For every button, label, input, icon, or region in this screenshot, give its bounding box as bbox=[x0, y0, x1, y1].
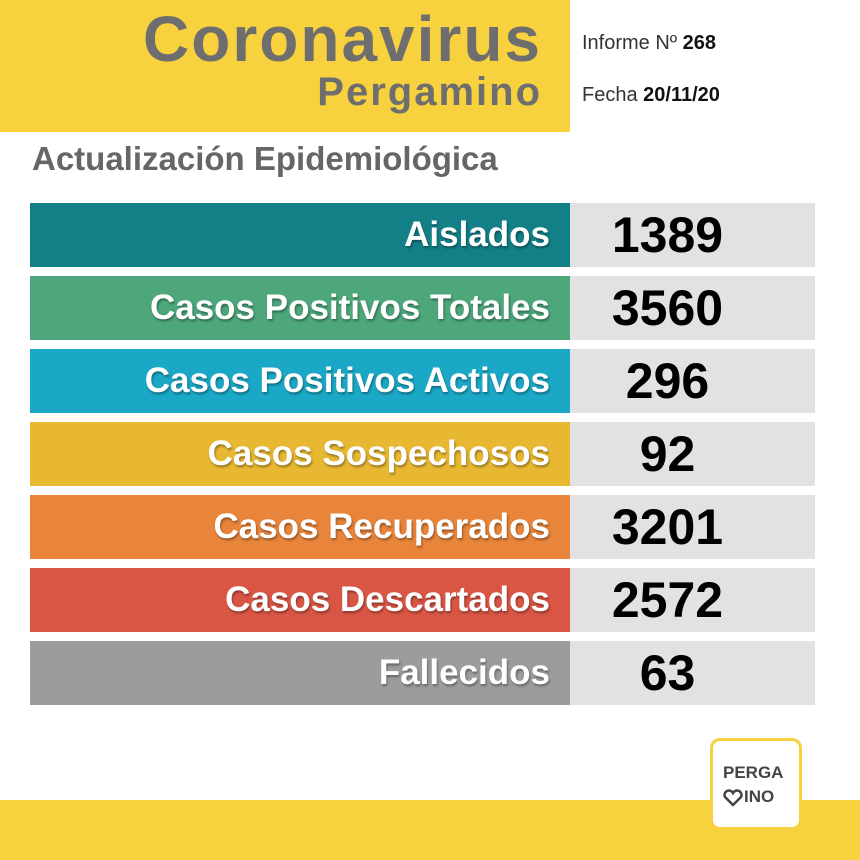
report-label: Informe Nº bbox=[582, 32, 678, 54]
table-row: Aislados 1389 bbox=[30, 203, 815, 267]
table-row: Fallecidos 63 bbox=[30, 641, 815, 705]
date-value: 20/11/20 bbox=[643, 84, 720, 106]
report: Informe Nº 268 bbox=[582, 32, 716, 55]
title: Coronavirus bbox=[143, 3, 542, 75]
subtitle: Actualización Epidemiológica bbox=[32, 140, 498, 177]
table-row: Casos Positivos Activos 296 bbox=[30, 349, 815, 413]
row-value: 296 bbox=[570, 349, 815, 413]
row-value: 92 bbox=[570, 422, 815, 486]
date-label: Fecha bbox=[582, 84, 638, 106]
table-row: Casos Positivos Totales 3560 bbox=[30, 276, 815, 340]
row-label: Casos Positivos Activos bbox=[30, 349, 570, 413]
row-label: Fallecidos bbox=[30, 641, 570, 705]
logo-text: PERGA bbox=[723, 763, 784, 782]
header: Coronavirus Pergamino bbox=[0, 0, 570, 132]
report-number: 268 bbox=[682, 32, 717, 54]
logo-heart bbox=[723, 789, 743, 807]
row-label: Casos Sospechosos bbox=[30, 422, 570, 486]
row-value: 3560 bbox=[570, 276, 815, 340]
table-row: Casos Recuperados 3201 bbox=[30, 495, 815, 559]
row-label: Casos Descartados bbox=[30, 568, 570, 632]
city: Pergamino bbox=[317, 70, 542, 114]
row-value: 3201 bbox=[570, 495, 815, 559]
logo: PERGA INO bbox=[710, 738, 802, 830]
row-label: Aislados bbox=[30, 203, 570, 267]
table-row: Casos Descartados 2572 bbox=[30, 568, 815, 632]
row-value: 63 bbox=[570, 641, 815, 705]
logo-text: INO bbox=[744, 787, 775, 806]
row-label: Casos Positivos Totales bbox=[30, 276, 570, 340]
row-label: Casos Recuperados bbox=[30, 495, 570, 559]
row-value: 1389 bbox=[570, 203, 815, 267]
row-value: 2572 bbox=[570, 568, 815, 632]
table-row: Casos Sospechosos 92 bbox=[30, 422, 815, 486]
date: Fecha 20/11/20 bbox=[582, 84, 720, 107]
